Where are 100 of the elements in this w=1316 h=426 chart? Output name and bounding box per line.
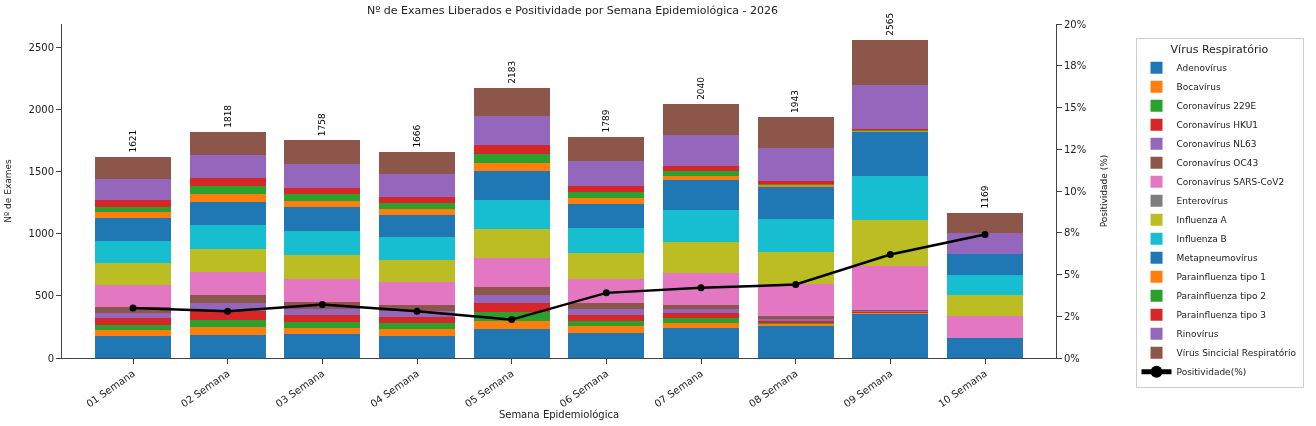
bar (95, 212, 171, 219)
bar (189, 310, 266, 320)
bar (663, 309, 739, 314)
bar (95, 330, 171, 336)
bar (473, 199, 550, 230)
bar (663, 313, 739, 318)
bar (95, 240, 171, 264)
bar (568, 227, 645, 254)
bar (947, 212, 1023, 234)
bar (379, 282, 455, 306)
y-tick-label: 1000 (28, 228, 54, 240)
bar (663, 175, 739, 181)
legend-label: Rinovírus (1176, 329, 1219, 340)
bar (852, 265, 929, 311)
bar (189, 186, 266, 195)
bar (95, 284, 171, 308)
bar (473, 286, 550, 296)
bar (663, 273, 739, 305)
bar (947, 253, 1023, 275)
bar (663, 104, 739, 136)
bar (284, 309, 361, 316)
bar (473, 162, 550, 172)
bar (947, 316, 1023, 338)
bar (663, 327, 739, 358)
bar (284, 194, 361, 202)
point (981, 230, 989, 238)
point (792, 281, 800, 289)
bar (852, 313, 929, 358)
bar (663, 180, 739, 211)
bar (757, 219, 834, 252)
legend-label: Bocavírus (1176, 82, 1221, 93)
bar (473, 320, 550, 330)
bar (284, 328, 361, 334)
bar (663, 317, 739, 323)
bar (757, 116, 834, 149)
bar (284, 163, 361, 189)
legend-label: Coronavírus NL63 (1176, 139, 1257, 150)
bar (95, 157, 171, 179)
y-tick-label: 1500 (28, 166, 54, 178)
total-label: 2183 (506, 60, 517, 84)
legend-label: Coronavírus HKU1 (1176, 120, 1259, 131)
bar (284, 201, 361, 208)
bar (379, 209, 455, 216)
bar (947, 337, 1023, 358)
bar (284, 255, 361, 279)
bar (379, 196, 455, 203)
x-axis-title: Semana Epidemiológica (498, 409, 620, 421)
bar (568, 186, 645, 192)
bar (95, 318, 171, 325)
total-label: 1666 (412, 124, 423, 148)
bar (852, 39, 929, 85)
y-tick-label: 2500 (28, 42, 54, 54)
legend-label: Positividade(%) (1176, 367, 1247, 378)
y2-axis-title: Positividade (%) (1099, 154, 1110, 228)
chart-title: Nº de Exames Liberados e Positividade por Semana Epidemiológica - 2026 (366, 4, 779, 18)
bar (852, 84, 929, 130)
y2-tick-label: 15% (1064, 102, 1087, 113)
legend-label: Parainfluenza tipo 2 (1176, 291, 1267, 302)
bar (95, 178, 171, 201)
bar (852, 175, 929, 221)
bar (379, 215, 455, 238)
legend-label: Vírus Sincicial Respiratório (1176, 348, 1297, 359)
bar (663, 322, 739, 328)
bar (284, 278, 361, 303)
bar (379, 152, 455, 175)
legend-label: Influenza A (1176, 215, 1228, 226)
total-label: 1943 (790, 90, 801, 113)
bar (663, 166, 739, 172)
bar (189, 178, 266, 187)
bar (379, 329, 455, 336)
bar (95, 324, 171, 331)
bar (379, 260, 455, 283)
bar (663, 210, 739, 243)
bar (663, 135, 739, 167)
bar (189, 326, 266, 336)
y2-tick-label: 12% (1064, 143, 1087, 155)
bar (568, 253, 645, 279)
point (318, 301, 326, 309)
bar (284, 207, 361, 231)
bar (95, 218, 171, 241)
legend-title: Vírus Respiratório (1170, 43, 1269, 57)
bar (284, 188, 361, 195)
total-label: 1169 (979, 185, 990, 209)
y-tick-label: 2000 (28, 104, 54, 116)
bar (568, 326, 645, 333)
bar (473, 145, 550, 154)
bar (568, 198, 645, 204)
bar (379, 202, 455, 210)
legend-label: Parainfluenza tipo 3 (1176, 310, 1267, 321)
bar (189, 194, 266, 203)
bar (568, 309, 645, 315)
bar (757, 284, 834, 317)
bar (568, 136, 645, 162)
bar (95, 312, 171, 319)
bar (473, 329, 550, 358)
bar (379, 174, 455, 197)
total-label: 1818 (222, 104, 233, 128)
bar (189, 272, 266, 296)
bar (663, 304, 739, 310)
y2-tick-label: 18% (1064, 60, 1087, 72)
